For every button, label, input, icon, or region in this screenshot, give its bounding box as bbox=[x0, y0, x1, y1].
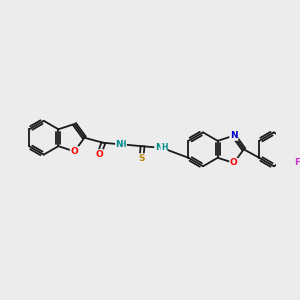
Text: N: N bbox=[230, 131, 238, 140]
Text: N: N bbox=[155, 143, 162, 152]
Text: O: O bbox=[230, 158, 238, 167]
Text: O: O bbox=[95, 150, 103, 159]
Text: F: F bbox=[294, 158, 300, 166]
Text: O: O bbox=[70, 147, 78, 156]
Text: S: S bbox=[138, 154, 145, 163]
Text: N: N bbox=[116, 140, 123, 149]
Text: H: H bbox=[120, 140, 126, 149]
Text: H: H bbox=[161, 143, 167, 152]
